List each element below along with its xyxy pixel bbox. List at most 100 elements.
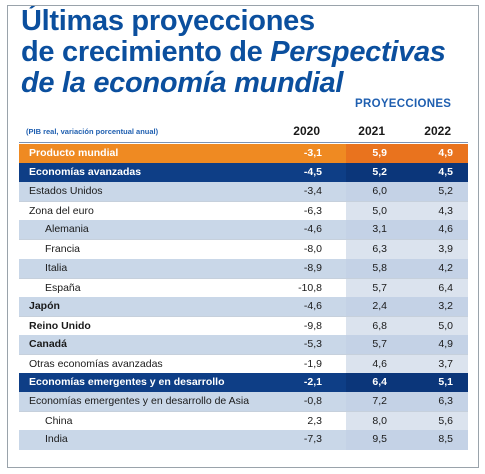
row-label: India [45, 433, 68, 446]
projection-column-shade [346, 412, 468, 431]
value-2021: 3,1 [372, 223, 387, 236]
table-row: Producto mundial -3,1 5,9 4,9 [19, 144, 468, 164]
row-label: Economías emergentes y en desarrollo [29, 376, 225, 389]
table-row: China 2,3 8,0 5,6 [19, 411, 468, 431]
value-2021: 6,8 [372, 319, 387, 332]
table-row: Japón -4,6 2,4 3,2 [19, 296, 468, 316]
projection-column-shade [346, 334, 468, 355]
table-row: Canadá -5,3 5,7 4,9 [19, 334, 468, 355]
value-2022: 4,2 [438, 261, 453, 274]
row-label: España [45, 281, 81, 294]
projection-column-shade [346, 240, 468, 259]
value-2020: -9,8 [303, 319, 322, 332]
header-divider [19, 142, 468, 143]
value-2022: 8,5 [438, 433, 453, 446]
year-header-2021: 2021 [358, 124, 385, 138]
value-2020: -8,0 [303, 243, 322, 256]
value-2020: -5,3 [303, 337, 322, 350]
row-label: Estados Unidos [29, 185, 103, 198]
value-2022: 5,1 [438, 376, 453, 389]
value-2020: -1,9 [303, 358, 322, 371]
year-header-2020: 2020 [293, 124, 320, 138]
projection-column-shade [346, 278, 468, 297]
value-2020: -0,8 [303, 395, 322, 408]
table-row: Economías avanzadas -4,5 5,2 4,5 [19, 163, 468, 183]
title-line-3: de la economía mundial [21, 68, 446, 99]
table-row: Economías emergentes y en desarrollo de … [19, 392, 468, 412]
value-2020: -4,6 [303, 223, 322, 236]
value-2020: -7,3 [303, 433, 322, 446]
projection-column-shade [346, 258, 468, 278]
projection-column-shade [346, 202, 468, 221]
projection-column-shade [346, 355, 468, 374]
projection-column-shade [346, 392, 468, 412]
value-2022: 5,2 [438, 185, 453, 198]
value-2021: 5,2 [372, 166, 387, 179]
table-row: Reino Unido -9,8 6,8 5,0 [19, 315, 468, 335]
value-2020: -2,1 [303, 376, 322, 389]
value-2021: 5,8 [372, 261, 387, 274]
title-line-3-italic: de la economía mundial [21, 67, 344, 99]
value-2022: 4,5 [438, 166, 453, 179]
value-2021: 7,2 [372, 395, 387, 408]
row-label: Alemania [45, 223, 89, 236]
row-label: Canadá [29, 337, 67, 350]
value-2021: 2,4 [372, 299, 387, 312]
value-2020: -3,1 [303, 147, 322, 159]
table-row: Zona del euro -6,3 5,0 4,3 [19, 201, 468, 221]
row-label: Otras economías avanzadas [29, 358, 163, 371]
value-2020: -6,3 [303, 205, 322, 218]
title-line-2-italic: Perspectivas [270, 36, 446, 68]
value-2021: 5,7 [372, 281, 387, 294]
row-label: Francia [45, 243, 81, 256]
table-row: Francia -8,0 6,3 3,9 [19, 239, 468, 259]
row-label: Producto mundial [29, 147, 119, 159]
value-2020: -8,9 [303, 261, 322, 274]
value-2022: 5,0 [438, 319, 453, 332]
projection-column-shade [346, 182, 468, 202]
value-2020: -3,4 [303, 185, 322, 198]
table-row: Estados Unidos -3,4 6,0 5,2 [19, 182, 468, 202]
value-2021: 6,3 [372, 243, 387, 256]
projection-column-shade [346, 144, 468, 164]
value-2022: 4,9 [438, 337, 453, 350]
value-2021: 5,7 [372, 337, 387, 350]
row-label: Japón [29, 299, 60, 312]
value-2020: 2,3 [307, 415, 322, 428]
value-2021: 9,5 [372, 433, 387, 446]
projection-column-shade [346, 220, 468, 240]
value-2021: 8,0 [372, 415, 387, 428]
projection-column-shade [346, 316, 468, 335]
value-2020: -4,5 [303, 166, 322, 179]
projections-table: Producto mundial -3,1 5,9 4,9 Economías avan… [19, 144, 468, 450]
value-2022: 4,6 [438, 223, 453, 236]
value-2021: 5,0 [372, 205, 387, 218]
projection-column-shade [346, 430, 468, 450]
title-line-1: Últimas proyecciones [21, 5, 315, 37]
value-2022: 4,3 [438, 205, 453, 218]
projection-column-shade [346, 373, 468, 393]
projections-label: PROYECCIONES [355, 98, 452, 110]
value-2022: 3,2 [438, 299, 453, 312]
value-2022: 3,7 [438, 358, 453, 371]
value-2021: 5,9 [372, 147, 387, 159]
value-2021: 6,4 [372, 376, 387, 389]
value-2022: 3,9 [438, 243, 453, 256]
value-2022: 6,3 [438, 395, 453, 408]
projection-column-shade [346, 296, 468, 316]
row-label: Economías avanzadas [29, 166, 142, 179]
table-row: Alemania -4,6 3,1 4,6 [19, 220, 468, 240]
value-2021: 4,6 [372, 358, 387, 371]
value-2022: 5,6 [438, 415, 453, 428]
table-subheader: (PIB real, variación porcentual anual) [26, 127, 159, 136]
row-label: China [45, 415, 73, 428]
title-line-2: de crecimiento de Perspectivas [21, 37, 446, 68]
table-row: Otras economías avanzadas -1,9 4,6 3,7 [19, 354, 468, 374]
value-2022: 6,4 [438, 281, 453, 294]
projections-card: Últimas proyecciones de crecimiento de P… [7, 5, 479, 468]
table-row: España -10,8 5,7 6,4 [19, 277, 468, 297]
table-row: Italia -8,9 5,8 4,2 [19, 258, 468, 278]
title-line-2-text: de crecimiento de [21, 36, 271, 68]
table-row: Economías emergentes y en desarrollo -2,1… [19, 373, 468, 393]
value-2022: 4,9 [438, 147, 453, 159]
